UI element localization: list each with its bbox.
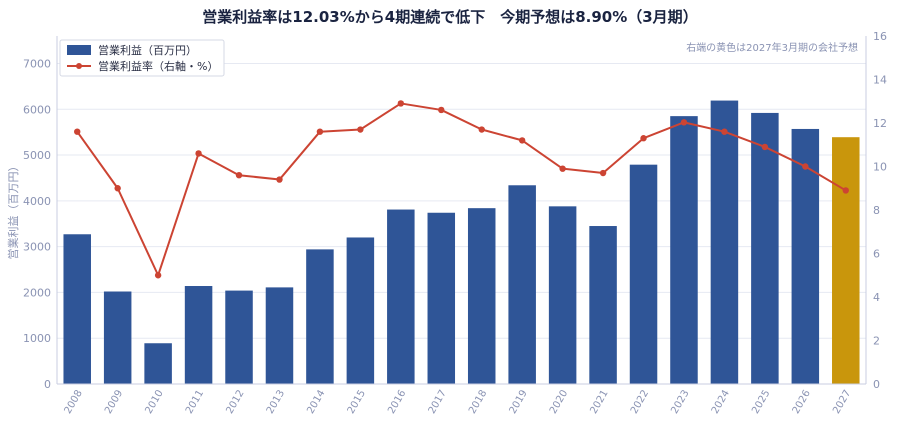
- bar-2010: [144, 343, 172, 384]
- bar-2017: [427, 212, 456, 384]
- x-tick-label: 2020: [548, 388, 570, 416]
- bar-2025: [751, 112, 779, 384]
- margin-point-2019: [518, 137, 526, 144]
- x-tick-label: 2025: [750, 388, 772, 416]
- y-right-tick-label: 6: [873, 248, 880, 261]
- x-tick-label: 2017: [427, 388, 449, 416]
- margin-point-2013: [276, 176, 283, 183]
- x-tick-label: 2024: [710, 388, 732, 416]
- x-tick-label: 2008: [63, 388, 85, 416]
- margin-point-2021: [599, 169, 607, 177]
- bar-2019: [508, 185, 536, 384]
- margin-point-2017: [438, 106, 445, 114]
- x-tick-label: 2010: [144, 388, 166, 416]
- legend: 営業利益（百万円） 営業利益率（右軸・%）: [59, 39, 225, 77]
- legend-label-line: 営業利益率（右軸・%）: [98, 59, 218, 73]
- x-tick-label: 2012: [224, 388, 246, 416]
- y-right-tick-label: 10: [873, 161, 887, 174]
- x-tick-label: 2027: [831, 388, 853, 416]
- y-left-tick-label: 2000: [23, 286, 51, 299]
- margin-point-2020: [559, 165, 566, 172]
- y-right-tick-label: 16: [873, 30, 887, 43]
- bar-2022: [629, 164, 658, 384]
- bar-2021: [589, 226, 617, 384]
- chart-title: 営業利益率は12.03%から4期連続で低下 今期予想は8.90%（3月期）: [202, 8, 697, 26]
- bar-2015: [346, 237, 375, 384]
- y-left-tick-label: 5000: [23, 149, 51, 162]
- y-left-tick-label: 7000: [23, 57, 51, 70]
- bar-forecast-2027: [832, 137, 860, 384]
- margin-point-2018: [478, 126, 485, 133]
- legend-box: [59, 39, 225, 77]
- margin-point-2016: [397, 100, 405, 107]
- x-tick-label: 2022: [629, 388, 651, 416]
- margin-point-2011: [195, 150, 202, 157]
- legend-bar-swatch: [67, 45, 91, 55]
- y-right-tick-label: 8: [873, 204, 880, 217]
- bar-2014: [306, 249, 334, 384]
- y-left-tick-label: 1000: [23, 332, 51, 345]
- y-right-tick-label: 14: [873, 74, 887, 87]
- x-tick-label: 2023: [669, 388, 691, 416]
- y-left-tick-label: 4000: [23, 195, 51, 208]
- x-tick-label: 2013: [265, 388, 287, 416]
- bar-2008: [63, 234, 91, 384]
- y-left-tick-label: 3000: [23, 241, 51, 254]
- bar-2020: [548, 206, 577, 384]
- margin-point-2014: [316, 128, 324, 135]
- y-right-tick-label: 0: [873, 378, 880, 391]
- x-tick-label: 2018: [467, 388, 489, 416]
- x-tick-label: 2016: [386, 388, 408, 416]
- legend-line-marker: [76, 63, 82, 69]
- bar-2024: [710, 100, 739, 384]
- x-tick-label: 2014: [305, 388, 327, 416]
- margin-point-2027: [842, 187, 849, 194]
- x-tick-label: 2011: [184, 388, 206, 416]
- margin-point-2015: [357, 126, 364, 133]
- forecast-annotation: 右端の黄色は2027年3月期の会社予想: [686, 41, 858, 54]
- y-left-tick-label: 0: [44, 378, 51, 391]
- bar-2009: [103, 291, 132, 384]
- margin-line: [76, 102, 847, 277]
- y-axis-left-label: 営業利益（百万円）: [6, 161, 20, 260]
- legend-label-bar: 営業利益（百万円）: [98, 43, 197, 57]
- bar-layer: [63, 100, 860, 384]
- margin-point-2023: [680, 119, 688, 126]
- margin-point-2010: [154, 272, 162, 279]
- x-tick-label: 2019: [508, 388, 530, 416]
- bar-2012: [225, 290, 253, 384]
- line-layer: [74, 100, 849, 279]
- margin-point-2024: [721, 128, 728, 135]
- x-tick-label: 2009: [103, 388, 125, 416]
- margin-point-2025: [761, 143, 769, 151]
- y-right-tick-label: 2: [873, 335, 880, 348]
- y-right-tick-label: 4: [873, 291, 880, 304]
- bar-2018: [467, 208, 496, 384]
- margin-point-2008: [74, 128, 81, 135]
- bar-2013: [265, 287, 294, 384]
- x-tick-label: 2021: [588, 388, 610, 416]
- x-tick-label: 2015: [346, 388, 368, 416]
- grid-layer: [57, 62, 866, 385]
- margin-point-2026: [802, 163, 809, 170]
- x-tick-label: 2026: [791, 388, 813, 416]
- margin-point-2022: [640, 135, 647, 142]
- margin-point-2012: [235, 172, 243, 179]
- bar-2016: [387, 209, 415, 384]
- y-left-tick-label: 6000: [23, 103, 51, 116]
- y-right-tick-label: 12: [873, 117, 887, 130]
- bar-2023: [670, 116, 698, 384]
- bar-2011: [184, 286, 213, 384]
- margin-point-2009: [114, 185, 121, 192]
